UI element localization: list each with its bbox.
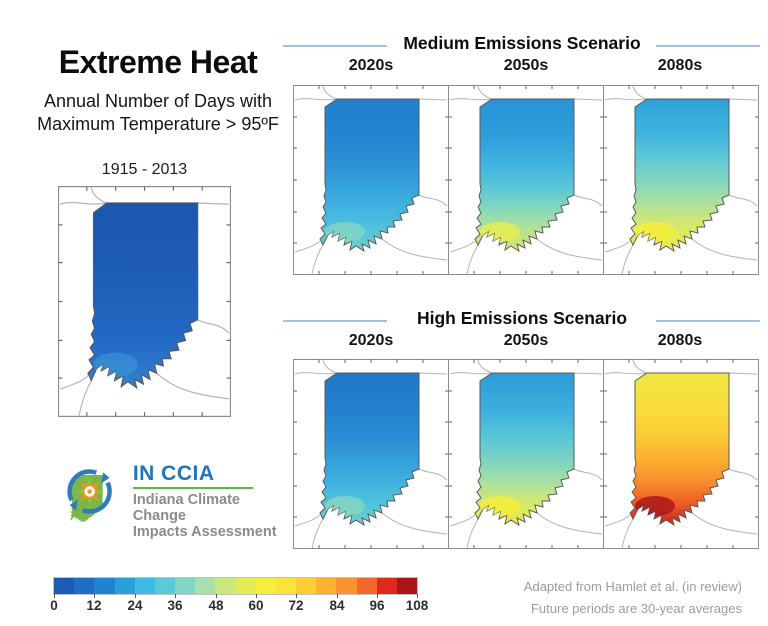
colorbar-tick bbox=[377, 594, 378, 598]
inccia-logo: IN CCIA Indiana Climate Change Impacts A… bbox=[56, 458, 286, 542]
period-label-high-2050s: 2050s bbox=[503, 332, 549, 349]
colorbar-tick bbox=[94, 594, 95, 598]
colorbar-segment bbox=[235, 578, 256, 594]
colorbar-segment bbox=[134, 578, 155, 594]
colorbar-label: 96 bbox=[369, 598, 385, 613]
map-panel-high-2080s bbox=[603, 359, 759, 549]
colorbar-tick bbox=[296, 594, 297, 598]
map-panel-medium-2080s bbox=[603, 85, 759, 275]
colorbar-segment bbox=[255, 578, 276, 594]
colorbar-label: 24 bbox=[127, 598, 143, 613]
colorbar-segment bbox=[316, 578, 337, 594]
map-panel-medium-2020s bbox=[293, 85, 449, 275]
logo-line-1: Indiana Climate Change bbox=[132, 492, 240, 525]
colorbar-tick bbox=[216, 594, 217, 598]
colorbar-label: 0 bbox=[50, 598, 58, 613]
scenario-rule-right bbox=[656, 320, 760, 322]
colorbar-tick bbox=[417, 594, 418, 598]
sun-compass-icon bbox=[75, 476, 105, 506]
map-panel-high-2050s bbox=[448, 359, 604, 549]
subtitle-line-2: Maximum Temperature > 95ºF bbox=[37, 114, 279, 135]
colorbar-label: 12 bbox=[86, 598, 102, 613]
logo-line-2: Impacts Assessment bbox=[132, 524, 277, 541]
map-panel-historical bbox=[58, 186, 231, 417]
map-panel-medium-2050s bbox=[448, 85, 604, 275]
scenario-title-high: High Emissions Scenario bbox=[416, 308, 628, 328]
colorbar-segment bbox=[376, 578, 397, 594]
scenario-rule-right bbox=[656, 45, 760, 47]
logo-rule bbox=[132, 487, 253, 489]
subtitle-line-1: Annual Number of Days with bbox=[43, 91, 273, 111]
scenario-rule-left bbox=[283, 320, 387, 322]
colorbar-segment bbox=[195, 578, 216, 594]
arrowhead-icon bbox=[101, 472, 110, 484]
colorbar-tick bbox=[256, 594, 257, 598]
colorbar-label: 84 bbox=[329, 598, 345, 613]
colorbar-label: 36 bbox=[167, 598, 183, 613]
page-title: Extreme Heat bbox=[58, 44, 258, 80]
colorbar-tick bbox=[337, 594, 338, 598]
colorbar-label: 48 bbox=[208, 598, 224, 613]
colorbar-segment bbox=[175, 578, 196, 594]
colorbar-segment bbox=[54, 578, 75, 594]
footnote-periods: Future periods are 30-year averages bbox=[530, 601, 742, 616]
inccia-logo-text: IN CCIA Indiana Climate Change Impacts A… bbox=[132, 458, 286, 541]
arrowhead-icon bbox=[69, 499, 78, 511]
colorbar-segment bbox=[296, 578, 317, 594]
colorbar-label: 60 bbox=[248, 598, 264, 613]
colorbar-tick bbox=[135, 594, 136, 598]
inccia-logo-icon bbox=[67, 469, 112, 523]
circular-arrows-icon bbox=[67, 469, 112, 514]
period-label-high-2020s: 2020s bbox=[348, 332, 394, 349]
period-label-medium-2050s: 2050s bbox=[503, 57, 549, 74]
period-label-medium-2080s: 2080s bbox=[657, 57, 703, 74]
colorbar-segment bbox=[396, 578, 418, 594]
colorbar-segment bbox=[356, 578, 377, 594]
period-label-high-2080s: 2080s bbox=[657, 332, 703, 349]
map-panel-high-2020s bbox=[293, 359, 449, 549]
colorbar-segment bbox=[215, 578, 236, 594]
colorbar-segment bbox=[275, 578, 297, 594]
colorbar-segment bbox=[114, 578, 135, 594]
footnote-source: Adapted from Hamlet et al. (in review) bbox=[523, 579, 742, 594]
colorbar bbox=[53, 577, 418, 595]
colorbar-segment bbox=[94, 578, 115, 594]
logo-acronym: IN CCIA bbox=[132, 462, 215, 485]
scenario-rule-left bbox=[283, 45, 387, 47]
colorbar-tick bbox=[54, 594, 55, 598]
colorbar-label: 108 bbox=[405, 598, 429, 613]
colorbar-segment bbox=[74, 578, 95, 594]
historical-period-label: 1915 - 2013 bbox=[101, 161, 188, 178]
period-label-medium-2020s: 2020s bbox=[348, 57, 394, 74]
page-subtitle: Annual Number of Days with Maximum Tempe… bbox=[14, 90, 302, 137]
colorbar-tick bbox=[175, 594, 176, 598]
colorbar-segment bbox=[336, 578, 357, 594]
colorbar-segment bbox=[154, 578, 176, 594]
colorbar-label: 72 bbox=[288, 598, 304, 613]
scenario-title-medium: Medium Emissions Scenario bbox=[403, 33, 641, 53]
